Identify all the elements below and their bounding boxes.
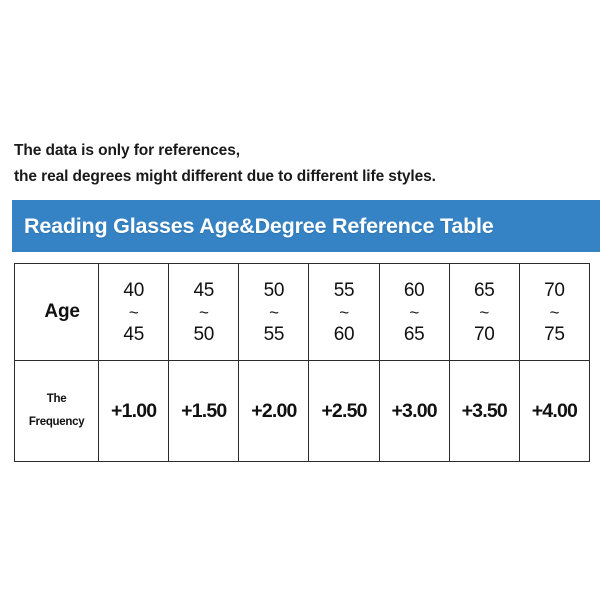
table-title: Reading Glasses Age&Degree Reference Tab… bbox=[24, 213, 494, 238]
age-range-4: 55 ~ 60 bbox=[310, 278, 377, 347]
row-label-age: Age bbox=[13, 263, 100, 361]
degree-value-5: +3.00 bbox=[391, 399, 437, 422]
age-from-1: 40 bbox=[123, 279, 144, 301]
disclaimer-note: The data is only for references, the rea… bbox=[14, 138, 589, 190]
degree-value-1: +1.00 bbox=[111, 399, 157, 422]
degree-cell-6: +3.50 bbox=[448, 360, 520, 462]
degree-value-7: +4.00 bbox=[531, 399, 578, 422]
age-cell-5: 60 ~ 65 bbox=[378, 263, 450, 361]
age-range-1: 40 ~ 45 bbox=[100, 278, 167, 347]
age-separator-2: ~ bbox=[198, 302, 209, 322]
degree-value-6: +3.50 bbox=[461, 399, 508, 422]
degree-value-4: +2.50 bbox=[321, 399, 367, 422]
age-range-5: 60 ~ 65 bbox=[381, 278, 448, 347]
age-range-7: 70 ~ 75 bbox=[521, 278, 588, 347]
row-label-frequency-line-1: The bbox=[46, 393, 67, 405]
age-separator-1: ~ bbox=[128, 302, 139, 322]
age-separator-5: ~ bbox=[409, 302, 419, 322]
disclaimer-line-1: The data is only for references, bbox=[14, 142, 240, 159]
age-from-3: 50 bbox=[263, 279, 285, 301]
age-to-7: 75 bbox=[544, 323, 565, 345]
age-from-5: 60 bbox=[403, 279, 425, 301]
degree-cell-3: +2.00 bbox=[238, 360, 310, 462]
degree-value-2: +1.50 bbox=[181, 399, 227, 422]
disclaimer-line-2: the real degrees might different due to … bbox=[14, 168, 436, 185]
age-to-4: 60 bbox=[333, 323, 355, 345]
age-separator-7: ~ bbox=[549, 302, 560, 322]
age-degree-table: Age 40 ~ 45 45 ~ 50 bbox=[13, 263, 591, 462]
age-range-3: 50 ~ 55 bbox=[240, 278, 307, 347]
table-title-banner: Reading Glasses Age&Degree Reference Tab… bbox=[12, 200, 600, 252]
row-label-frequency: The Frequency bbox=[13, 360, 100, 462]
degree-cell-2: +1.50 bbox=[168, 360, 240, 462]
age-cell-3: 50 ~ 55 bbox=[238, 263, 310, 361]
age-to-2: 50 bbox=[193, 323, 215, 345]
age-from-4: 55 bbox=[333, 279, 355, 301]
age-to-6: 70 bbox=[473, 323, 495, 345]
age-cell-1: 40 ~ 45 bbox=[98, 263, 170, 361]
age-separator-3: ~ bbox=[269, 302, 279, 322]
table-row-frequency: The Frequency +1.00 +1.50 +2.00 +2.50 bbox=[13, 360, 591, 462]
age-to-1: 45 bbox=[123, 323, 144, 345]
age-from-6: 65 bbox=[473, 279, 495, 301]
degree-cell-1: +1.00 bbox=[98, 360, 170, 462]
age-cell-2: 45 ~ 50 bbox=[168, 263, 240, 361]
age-to-3: 55 bbox=[263, 323, 285, 345]
degree-value-3: +2.00 bbox=[251, 399, 297, 422]
age-from-2: 45 bbox=[193, 279, 215, 301]
degree-cell-5: +3.00 bbox=[378, 360, 450, 462]
age-cell-4: 55 ~ 60 bbox=[308, 263, 380, 361]
age-range-6: 65 ~ 70 bbox=[451, 278, 518, 347]
age-separator-6: ~ bbox=[479, 302, 490, 322]
table-row-age: Age 40 ~ 45 45 ~ 50 bbox=[13, 263, 591, 361]
age-cell-6: 65 ~ 70 bbox=[448, 263, 520, 361]
age-from-7: 70 bbox=[544, 279, 565, 301]
degree-cell-7: +4.00 bbox=[518, 360, 591, 462]
age-range-2: 45 ~ 50 bbox=[170, 278, 237, 347]
reference-table-wrapper: Age 40 ~ 45 45 ~ 50 bbox=[13, 263, 591, 462]
age-cell-7: 70 ~ 75 bbox=[518, 263, 591, 361]
degree-cell-4: +2.50 bbox=[308, 360, 380, 462]
row-label-frequency-line-2: Frequency bbox=[28, 416, 85, 428]
age-to-5: 65 bbox=[403, 323, 425, 345]
age-separator-4: ~ bbox=[339, 302, 349, 322]
